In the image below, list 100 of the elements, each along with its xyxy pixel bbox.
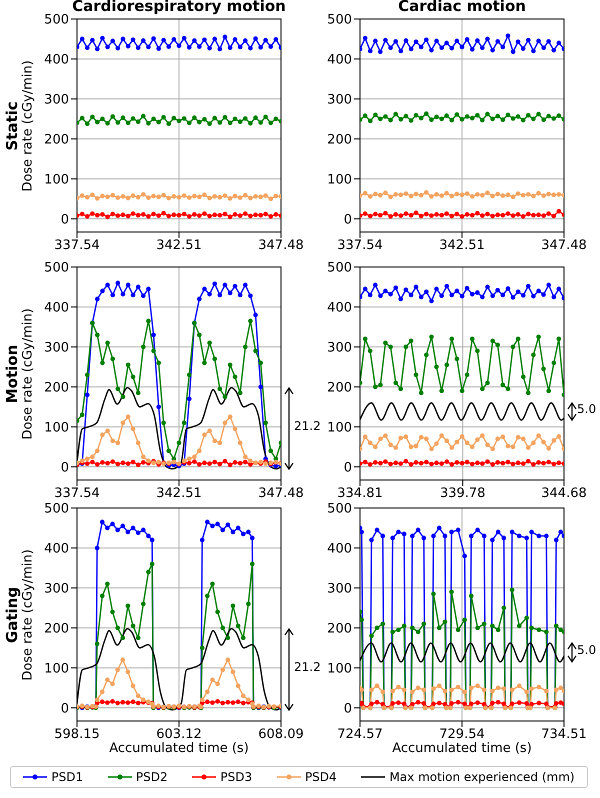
y-tick-label: 300	[327, 340, 352, 356]
point	[238, 460, 242, 466]
point	[230, 700, 236, 705]
point	[222, 282, 228, 288]
point	[424, 190, 429, 195]
y-tick-label: 100	[44, 420, 69, 436]
point	[110, 522, 115, 526]
point	[161, 192, 166, 198]
point	[156, 460, 161, 464]
legend-label: PSD3	[220, 770, 252, 784]
point	[556, 113, 562, 118]
point	[434, 460, 439, 466]
point	[541, 292, 546, 297]
point	[546, 388, 552, 394]
point	[422, 536, 426, 540]
point	[100, 288, 105, 294]
point	[516, 289, 520, 294]
point	[510, 295, 516, 300]
point	[228, 462, 232, 468]
point	[172, 116, 176, 120]
point	[434, 114, 439, 120]
point	[197, 448, 202, 454]
point	[248, 121, 253, 126]
point	[197, 332, 202, 338]
point	[500, 382, 506, 388]
point	[220, 626, 226, 630]
point	[422, 688, 426, 692]
point	[151, 348, 156, 354]
point	[460, 294, 464, 298]
point	[524, 690, 529, 694]
point	[105, 678, 110, 682]
point	[100, 116, 105, 122]
point	[215, 522, 220, 526]
point	[500, 212, 506, 218]
point	[136, 440, 140, 446]
point	[182, 116, 186, 121]
point	[242, 192, 248, 198]
point	[126, 214, 130, 218]
point	[192, 115, 197, 120]
point	[274, 116, 278, 122]
point	[541, 117, 546, 122]
point	[516, 534, 522, 538]
point	[500, 460, 506, 466]
point	[470, 444, 475, 450]
point	[186, 120, 192, 126]
point	[207, 292, 212, 296]
point	[268, 120, 274, 126]
point	[94, 698, 100, 702]
text: 5.0	[577, 643, 596, 658]
point	[100, 194, 105, 198]
point	[120, 420, 126, 426]
point	[485, 459, 490, 464]
point	[526, 284, 531, 288]
point	[524, 701, 529, 706]
point	[115, 528, 120, 532]
point	[380, 534, 386, 538]
point	[212, 356, 218, 362]
point	[414, 444, 418, 448]
point	[110, 114, 116, 119]
point	[151, 212, 156, 216]
point	[372, 460, 378, 465]
point	[393, 112, 398, 116]
point	[424, 37, 429, 42]
point	[368, 118, 373, 124]
point	[268, 448, 274, 454]
point	[388, 194, 393, 200]
point	[408, 462, 414, 467]
point	[529, 686, 534, 691]
point	[464, 460, 470, 464]
point	[475, 348, 480, 354]
point	[372, 282, 378, 288]
point	[429, 48, 434, 52]
x-tick-label: 337.54	[54, 238, 100, 254]
point	[202, 360, 207, 366]
point	[186, 195, 192, 200]
point	[226, 700, 230, 705]
point	[218, 120, 222, 125]
point	[172, 37, 176, 42]
point	[369, 538, 374, 542]
point	[373, 212, 378, 216]
point	[220, 700, 226, 706]
point	[212, 116, 218, 120]
point	[460, 214, 464, 219]
point	[398, 117, 404, 122]
point	[506, 444, 510, 448]
point	[140, 460, 146, 465]
point	[396, 700, 401, 705]
point	[449, 214, 454, 218]
point	[396, 628, 401, 632]
point	[482, 534, 486, 538]
point	[414, 113, 418, 118]
point	[253, 212, 258, 218]
x-tick-label: 342.51	[156, 238, 202, 254]
point	[105, 526, 110, 530]
point	[454, 112, 460, 117]
point	[480, 386, 485, 392]
point	[378, 382, 383, 388]
point	[436, 526, 442, 530]
x-tick-label: 608.09	[258, 727, 304, 742]
point	[444, 362, 450, 368]
